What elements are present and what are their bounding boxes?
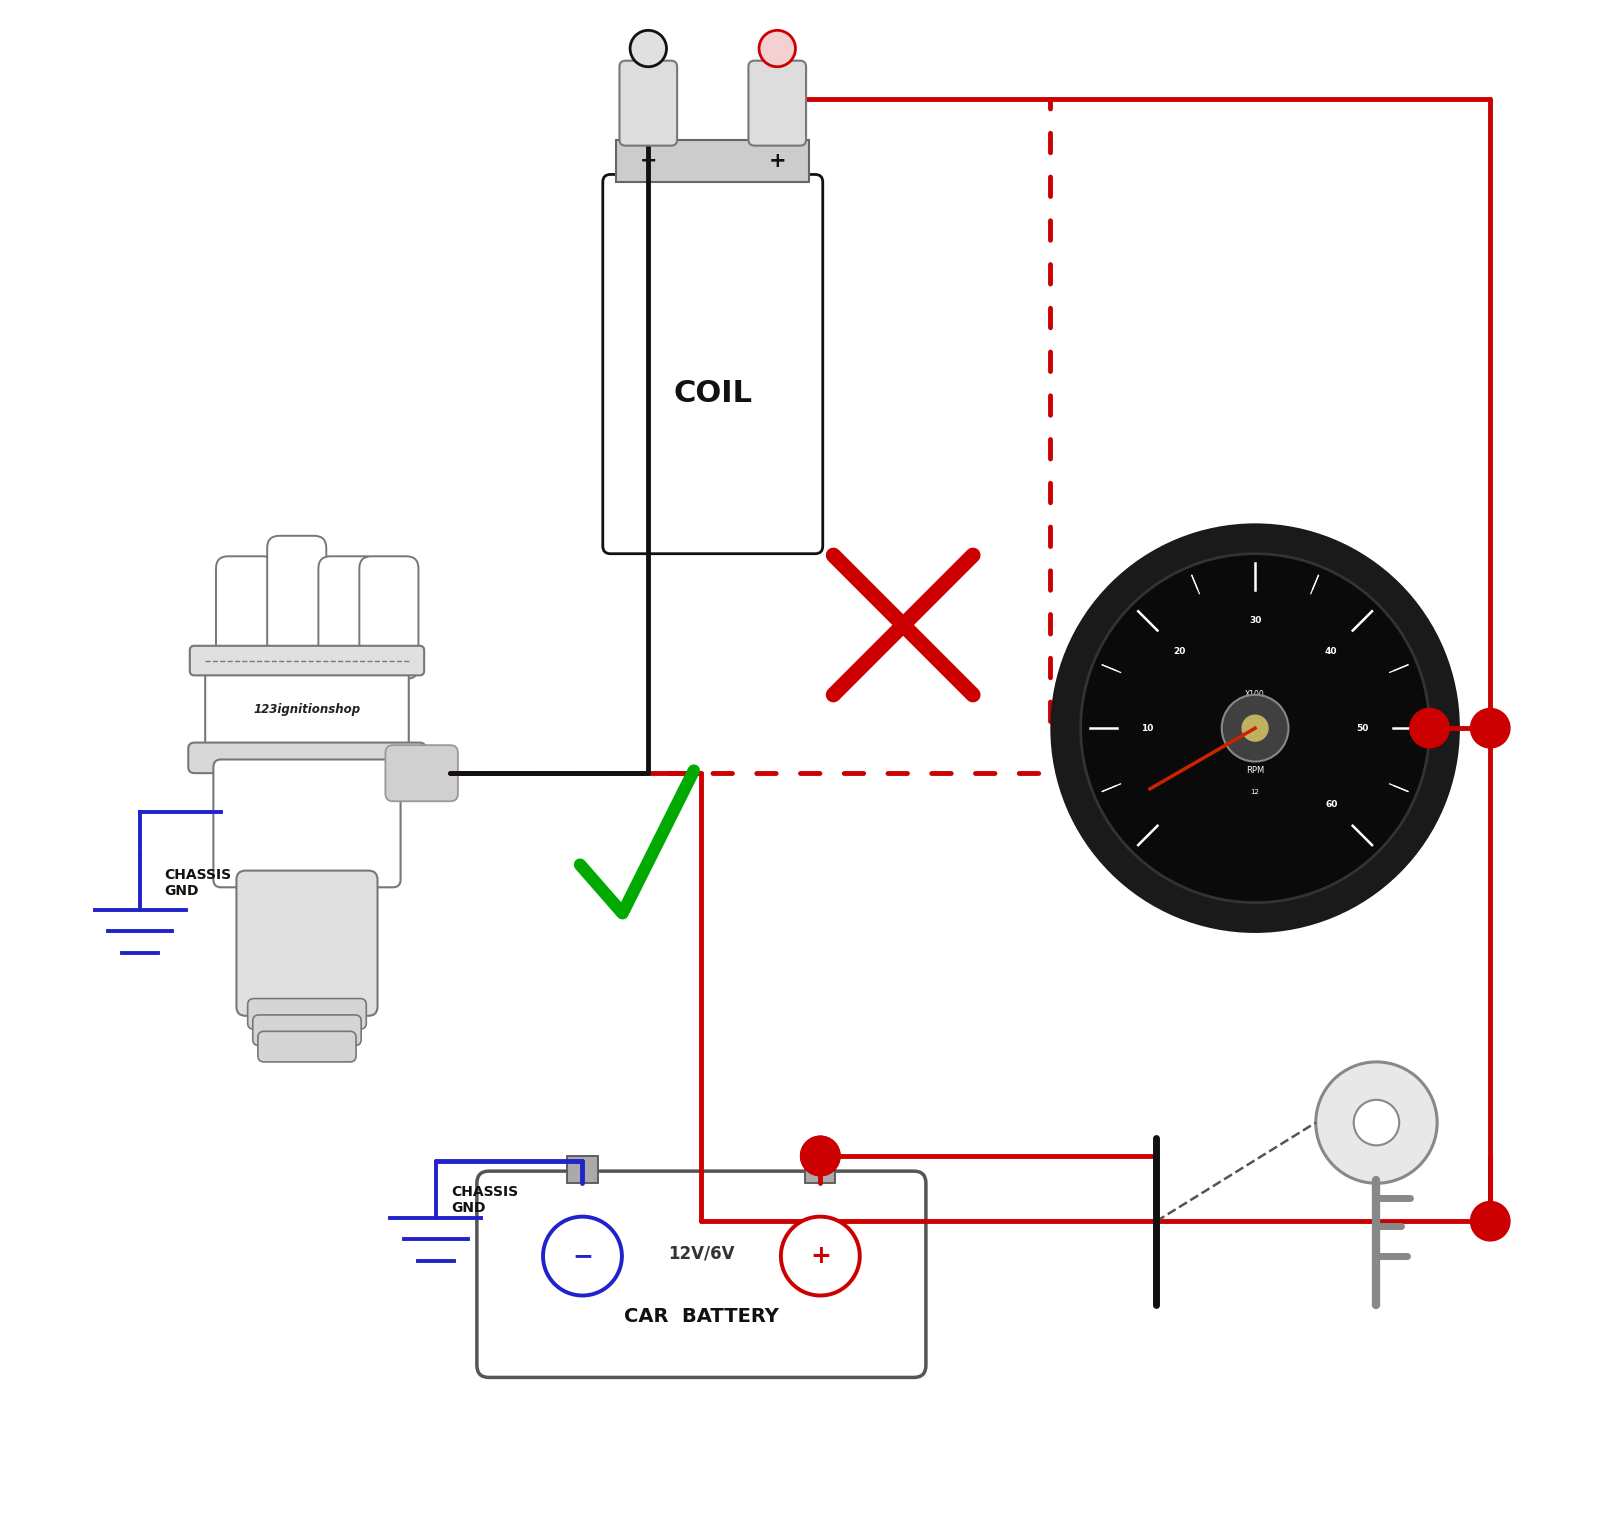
Text: 12: 12 — [1251, 789, 1259, 795]
Circle shape — [800, 1136, 840, 1176]
FancyBboxPatch shape — [213, 760, 400, 887]
Circle shape — [1470, 1201, 1510, 1241]
Text: X100: X100 — [1245, 690, 1266, 699]
FancyBboxPatch shape — [360, 557, 419, 680]
Text: −: − — [571, 1244, 594, 1268]
FancyBboxPatch shape — [253, 1015, 362, 1045]
FancyBboxPatch shape — [267, 536, 326, 680]
FancyBboxPatch shape — [477, 1171, 926, 1377]
Circle shape — [1242, 715, 1269, 742]
Text: 50: 50 — [1357, 724, 1370, 733]
Circle shape — [800, 1136, 840, 1176]
Circle shape — [630, 30, 667, 67]
FancyBboxPatch shape — [749, 61, 806, 146]
FancyBboxPatch shape — [205, 663, 408, 755]
Circle shape — [542, 1217, 622, 1296]
Circle shape — [1080, 554, 1429, 903]
Bar — [213, 695, 402, 725]
FancyBboxPatch shape — [619, 61, 677, 146]
Circle shape — [1470, 708, 1510, 748]
Text: RPM: RPM — [1246, 766, 1264, 775]
Text: 60: 60 — [1325, 799, 1338, 809]
Bar — [805, 1156, 835, 1183]
Text: 12V/6V: 12V/6V — [669, 1244, 734, 1262]
Text: 30: 30 — [1250, 616, 1261, 625]
Circle shape — [758, 30, 795, 67]
FancyBboxPatch shape — [190, 646, 424, 675]
Circle shape — [1354, 1100, 1400, 1145]
Text: SMITHS: SMITHS — [1246, 710, 1270, 716]
FancyBboxPatch shape — [258, 1032, 357, 1062]
Circle shape — [1410, 708, 1450, 748]
Text: 40: 40 — [1325, 648, 1338, 657]
Text: +: + — [810, 1244, 830, 1268]
Text: CHASSIS
GND: CHASSIS GND — [165, 868, 232, 898]
Circle shape — [781, 1217, 859, 1296]
FancyBboxPatch shape — [386, 745, 458, 801]
Text: 123ignitionshop: 123ignitionshop — [253, 704, 360, 716]
FancyBboxPatch shape — [603, 174, 822, 554]
Text: CAR  BATTERY: CAR BATTERY — [624, 1308, 779, 1326]
Text: CHASSIS
GND: CHASSIS GND — [451, 1185, 518, 1215]
Circle shape — [1222, 695, 1288, 762]
FancyBboxPatch shape — [248, 998, 366, 1029]
FancyBboxPatch shape — [189, 742, 426, 774]
FancyBboxPatch shape — [216, 557, 275, 680]
Text: COIL: COIL — [674, 379, 752, 408]
Bar — [568, 1156, 598, 1183]
FancyBboxPatch shape — [318, 557, 378, 680]
Text: 20: 20 — [1173, 648, 1186, 657]
FancyBboxPatch shape — [237, 871, 378, 1016]
Circle shape — [1050, 523, 1459, 933]
Text: +: + — [768, 150, 786, 171]
Text: −: − — [640, 150, 658, 171]
Circle shape — [1315, 1062, 1437, 1183]
Text: 10: 10 — [1141, 724, 1154, 733]
FancyBboxPatch shape — [616, 140, 810, 182]
